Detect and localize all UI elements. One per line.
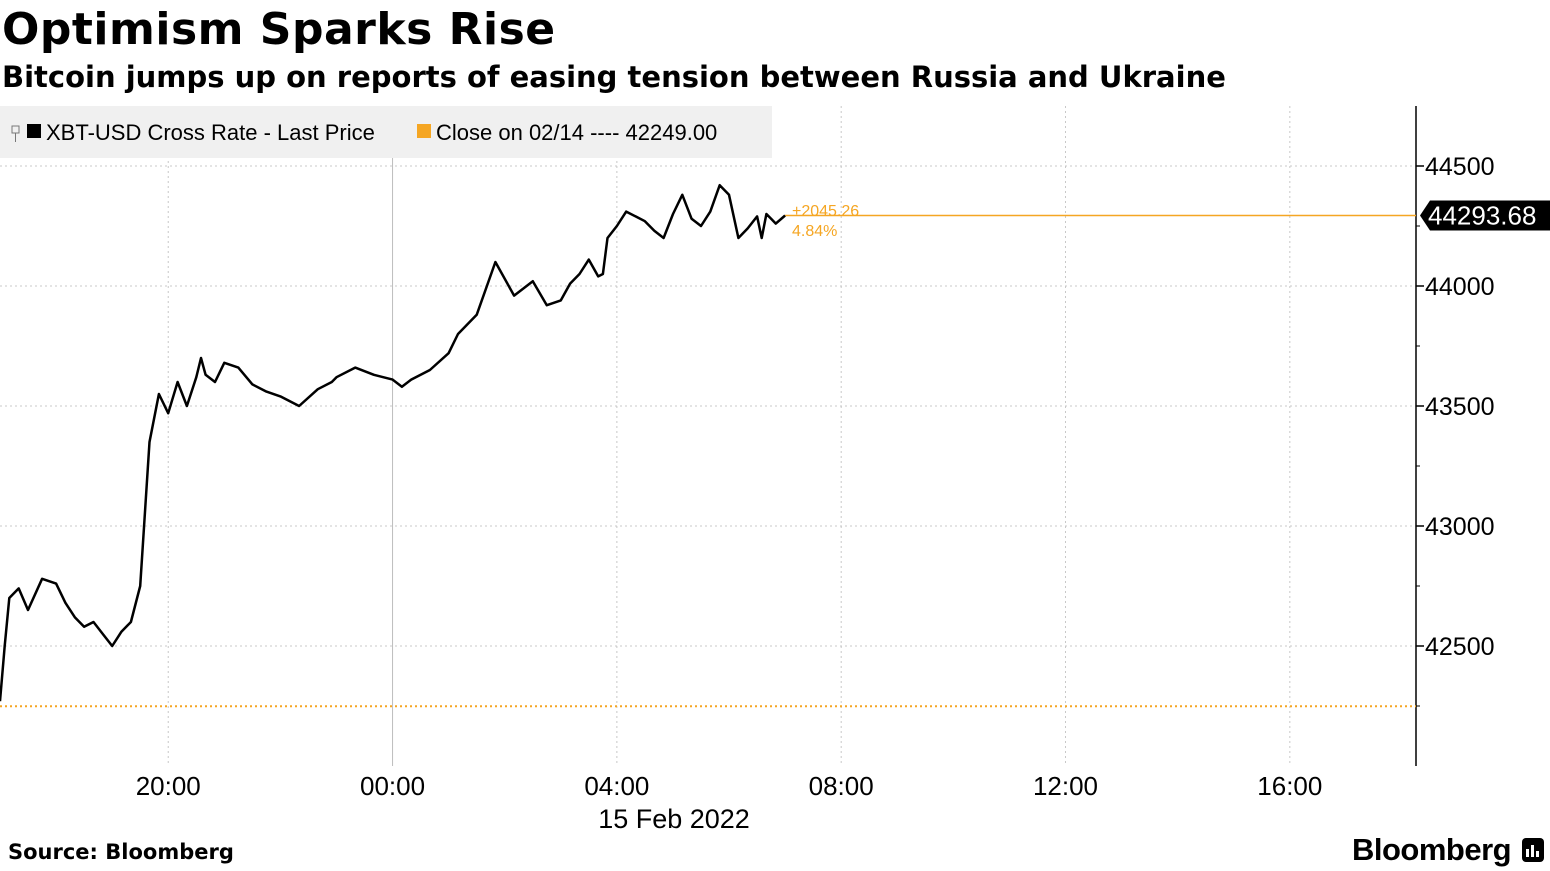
y-tick-label: 42500 — [1425, 633, 1495, 661]
y-tick-label: 43500 — [1425, 393, 1495, 421]
change-label: +2045.26 — [792, 203, 859, 220]
x-tick-label: 16:00 — [1257, 771, 1322, 801]
legend-toggle-icon[interactable] — [11, 125, 20, 142]
y-tick-label: 44500 — [1425, 153, 1495, 181]
x-tick-label: 04:00 — [584, 771, 649, 801]
x-tick-label: 08:00 — [809, 771, 874, 801]
legend-label-series: XBT-USD Cross Rate - Last Price — [46, 120, 375, 145]
y-axis: 42500 43000 43500 44000 44500 — [1415, 106, 1495, 766]
grid-lines — [0, 106, 1416, 766]
change-percent-label: 4.84% — [792, 223, 837, 240]
series-group — [0, 183, 786, 702]
chart-title: Optimism Sparks Rise — [2, 4, 556, 55]
chart-subtitle: Bitcoin jumps up on reports of easing te… — [2, 60, 1226, 94]
x-tick-label: 12:00 — [1033, 771, 1098, 801]
y-tick-label: 44000 — [1425, 273, 1495, 301]
x-tick-label: 00:00 — [360, 771, 425, 801]
brand-logo: Bloomberg — [1352, 832, 1512, 867]
last-value-badge — [1420, 200, 1550, 231]
legend-label-reference: Close on 02/14 ---- 42249.00 — [436, 120, 717, 145]
reference-line-group — [0, 214, 1416, 708]
legend-background — [0, 106, 772, 158]
bloomberg-terminal-icon — [1522, 838, 1544, 862]
source-note: Source: Bloomberg — [8, 840, 234, 864]
annotations: 44293.68 +2045.26 4.84% — [792, 200, 1550, 240]
x-tick-label: 20:00 — [136, 771, 201, 801]
series-line — [0, 183, 786, 702]
legend-swatch-series — [27, 124, 41, 138]
x-axis: 20:00 00:00 04:00 08:00 12:00 16:00 — [136, 771, 1323, 801]
legend: XBT-USD Cross Rate - Last Price Close on… — [0, 106, 772, 158]
y-tick-label: 43000 — [1425, 513, 1495, 541]
x-date-label: 15 Feb 2022 — [598, 804, 750, 834]
legend-swatch-reference — [417, 124, 431, 138]
last-value-label: 44293.68 — [1428, 201, 1536, 231]
